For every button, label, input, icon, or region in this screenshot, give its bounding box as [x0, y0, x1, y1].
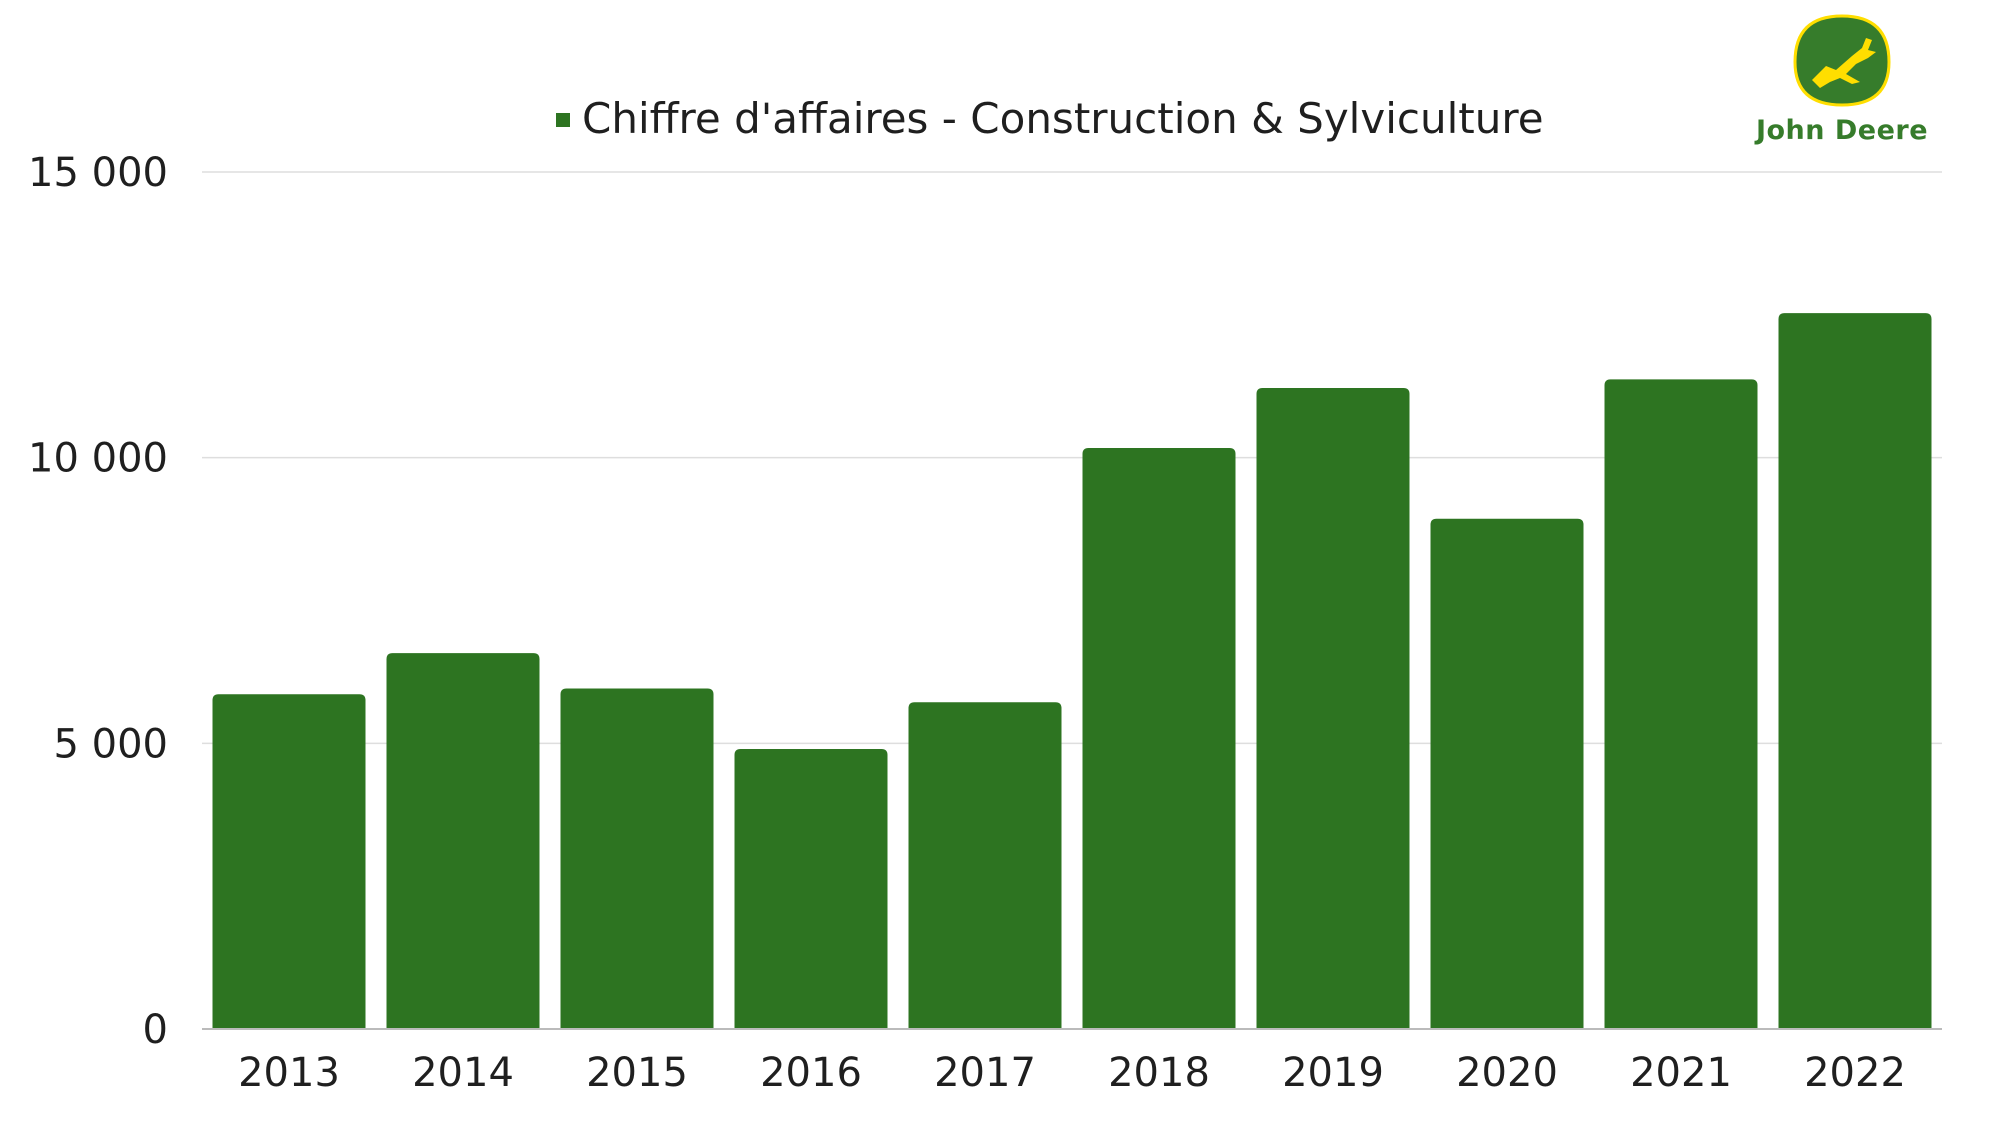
logo-text: John Deere — [1754, 115, 1928, 146]
y-tick-label: 5 000 — [53, 721, 168, 767]
x-tick-label: 2021 — [1630, 1050, 1732, 1096]
bar-2020 — [1430, 518, 1584, 1029]
x-tick-label: 2017 — [934, 1050, 1036, 1096]
bar-2021 — [1604, 379, 1758, 1029]
x-tick-label: 2014 — [412, 1050, 514, 1096]
legend: Chiffre d'affaires - Construction & Sylv… — [556, 94, 1544, 143]
bar-2019 — [1256, 387, 1410, 1029]
y-axis-tick-labels: 0 5 000 10 000 15 000 — [28, 150, 168, 1053]
y-tick-label: 10 000 — [28, 436, 168, 482]
y-tick-label: 0 — [143, 1007, 168, 1053]
bar-2015 — [560, 688, 714, 1029]
x-tick-label: 2019 — [1282, 1050, 1384, 1096]
x-tick-label: 2013 — [238, 1050, 340, 1096]
x-tick-label: 2016 — [760, 1050, 862, 1096]
legend-swatch — [556, 113, 570, 127]
x-tick-label: 2022 — [1804, 1050, 1906, 1096]
bar-2016 — [734, 749, 888, 1029]
bar-2013 — [212, 694, 366, 1029]
x-tick-label: 2018 — [1108, 1050, 1210, 1096]
bar-2014 — [386, 653, 540, 1029]
bars — [212, 313, 1932, 1030]
x-axis-tick-labels: 2013 2014 2015 2016 2017 2018 2019 2020 2021 2022 — [238, 1050, 1906, 1096]
bar-2022 — [1778, 313, 1932, 1029]
bar-2017 — [908, 702, 1062, 1029]
leaping-deer-icon — [1793, 14, 1891, 107]
legend-label: Chiffre d'affaires - Construction & Sylv… — [582, 94, 1544, 143]
x-tick-label: 2015 — [586, 1050, 688, 1096]
bar-2018 — [1082, 447, 1236, 1030]
y-tick-label: 15 000 — [28, 150, 168, 196]
john-deere-logo: John Deere — [1754, 14, 1928, 146]
x-tick-label: 2020 — [1456, 1050, 1558, 1096]
